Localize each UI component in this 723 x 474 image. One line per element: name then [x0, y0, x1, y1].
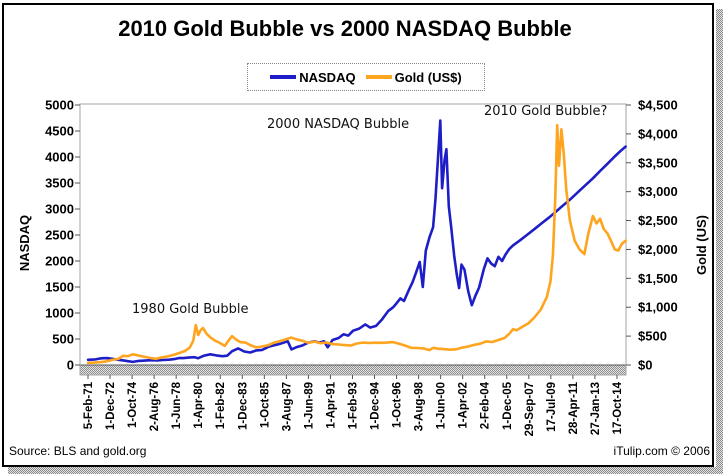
x-tick-label: 17-Oct-14	[612, 381, 624, 434]
frame-shadow-bottom	[8, 467, 723, 474]
nasdaq-line-swatch	[270, 75, 297, 79]
y-left-tick-label: 3500	[45, 176, 74, 191]
legend: NASDAQ Gold (US$)	[247, 63, 485, 91]
annotation-1980-gold-bubble: 1980 Gold Bubble	[132, 302, 249, 317]
x-tick-label: 1-Jun-00	[436, 382, 448, 429]
x-tick-label: 1-Dec-83	[237, 382, 249, 430]
y-right-tick-label: $4,500	[638, 98, 678, 113]
y-left-tick-label: 2500	[45, 228, 74, 243]
legend-item-gold: Gold (US$)	[365, 69, 462, 85]
x-tick-label: 1-Apr-02	[458, 382, 470, 429]
y-right-tick-label: $3,500	[638, 155, 678, 170]
y-right-tick-label: $4,000	[638, 126, 678, 141]
x-tick-label: 1-Oct-85	[259, 381, 271, 428]
x-tick-label: 1-Jun-78	[171, 381, 183, 429]
x-tick-label: 1-Apr-91	[325, 381, 337, 428]
y-right-tick-label: $1,000	[638, 300, 678, 315]
y-left-tick-label: 5000	[45, 98, 74, 113]
x-tick-label: 1-Jun-89	[303, 382, 315, 429]
x-tick-label: 29-Sep-07	[524, 382, 536, 436]
y-left-tick-label: 1000	[45, 306, 74, 321]
y-left-tick-label: 500	[52, 332, 74, 347]
site-credit: iTulip.com © 2006	[613, 444, 710, 458]
y-right-tick-label: $2,000	[638, 242, 678, 257]
y-left-tick-label: 3000	[45, 202, 74, 217]
y-right-tick-label: $3,000	[638, 184, 678, 199]
baseline-band	[80, 365, 626, 375]
y-right-tick-label: $500	[638, 329, 667, 344]
y-right-tick-label: $1,500	[638, 271, 678, 286]
nasdaq-series-line	[86, 119, 627, 364]
legend-label-gold: Gold (US$)	[394, 69, 462, 85]
y-left-tick-label: 1500	[45, 280, 74, 295]
plot-border	[79, 103, 627, 376]
x-tick-label: 1-Apr-80	[193, 382, 205, 429]
x-tick-label: 1-Dec-94	[370, 381, 382, 430]
frame-shadow-right	[716, 9, 723, 474]
x-tick-label: 28-Apr-11	[568, 381, 580, 434]
x-tick-label: 2-Aug-76	[149, 382, 161, 431]
annotation-2010-gold-bubble: 2010 Gold Bubble?	[484, 104, 608, 119]
x-tick-label: 17-Jul-09	[546, 382, 558, 432]
chart-title: 2010 Gold Bubble vs 2000 NASDAQ Bubble	[118, 16, 572, 41]
y-right-tick-label: $0	[638, 358, 652, 373]
y-left-tick-label: 4000	[45, 150, 74, 165]
gold-us--series-line	[86, 123, 627, 365]
x-tick-label: 1-Feb-93	[347, 382, 359, 429]
gold-line-swatch	[365, 75, 392, 79]
x-tick-label: 1-Dec-05	[502, 381, 514, 430]
x-tick-label: 1-Feb-82	[215, 382, 227, 429]
y-left-tick-label: 4500	[45, 124, 74, 139]
legend-item-nasdaq: NASDAQ	[270, 69, 356, 85]
y-left-tick-label: 0	[67, 358, 74, 373]
annotation-2000-nasdaq-bubble: 2000 NASDAQ Bubble	[267, 117, 410, 132]
y-left-tick-label: 2000	[45, 254, 74, 269]
x-tick-label: 27-Jan-13	[590, 382, 602, 435]
x-tick-label: 3-Aug-87	[281, 382, 293, 431]
y-right-tick-label: $2,500	[638, 213, 678, 228]
x-tick-label: 2-Feb-04	[480, 381, 492, 429]
x-tick-label: 5-Feb-71	[83, 381, 95, 429]
x-tick-label: 1-Dec-72	[105, 382, 117, 430]
source-credit: Source: BLS and gold.org	[9, 444, 147, 458]
legend-label-nasdaq: NASDAQ	[299, 69, 356, 85]
x-tick-label: 3-Aug-98	[414, 381, 426, 431]
x-tick-label: 1-Oct-96	[392, 382, 404, 428]
x-tick-label: 1-Oct-74	[127, 381, 139, 428]
